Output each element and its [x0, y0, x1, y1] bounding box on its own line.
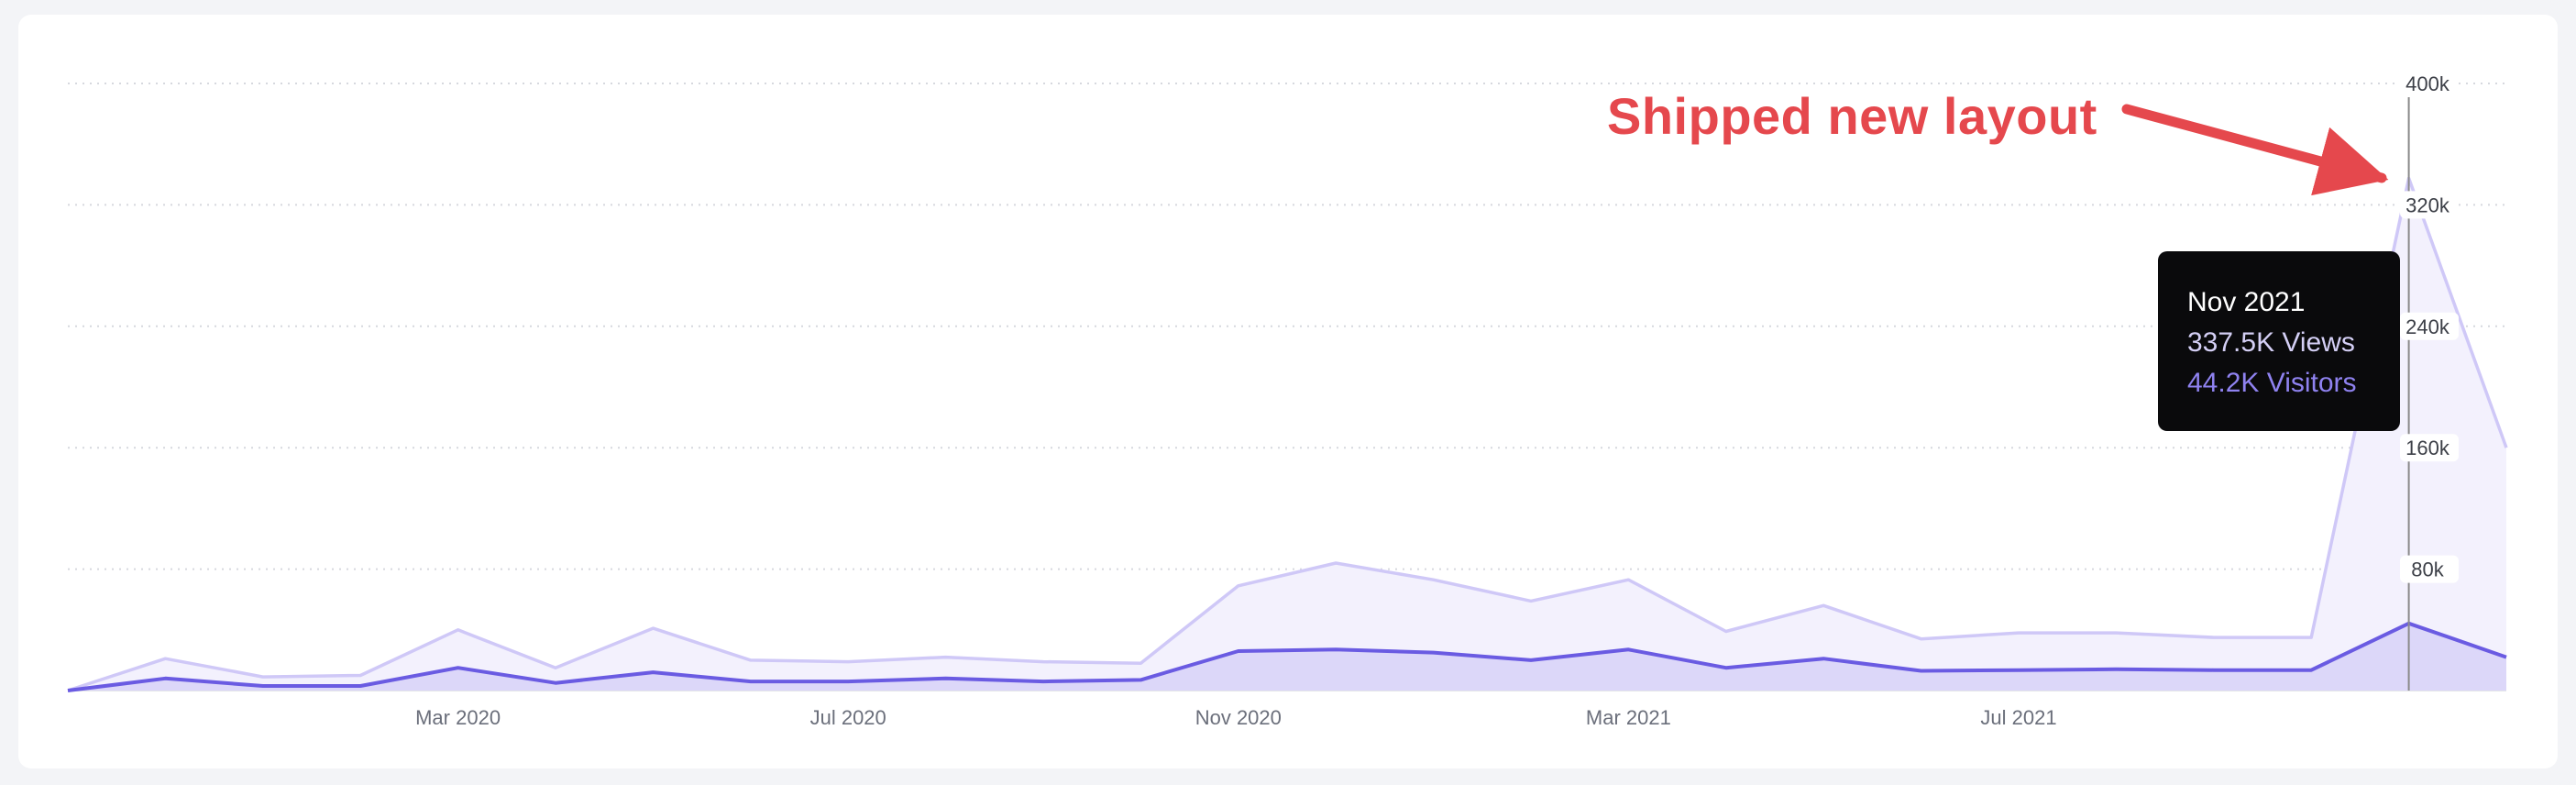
y-tick-label: 400k: [2405, 72, 2450, 95]
y-tick-bg: [2400, 312, 2459, 340]
x-tick-label: Mar 2021: [1586, 706, 1671, 729]
tooltip-visitors: 44.2K Visitors: [2187, 368, 2357, 398]
x-axis-ticks: Mar 2020 Jul 2020 Nov 2020 Mar 2021 Jul 2021: [415, 706, 2056, 729]
x-tick-label: Mar 2020: [415, 706, 501, 729]
tooltip-views: 337.5K Views: [2187, 327, 2355, 358]
x-tick-label: Nov 2020: [1195, 706, 1282, 729]
visitors-area: [68, 623, 2506, 691]
y-tick-bg: [2400, 70, 2459, 97]
annotation-label: Shipped new layout: [1607, 87, 2097, 145]
x-tick-label: Jul 2020: [810, 706, 886, 729]
annotation-arrow: [2121, 104, 2389, 196]
y-tick-label: 80k: [2411, 558, 2444, 581]
chart-card: 80k 160k 240k 320k 400k Mar 2020 Jul 2020 Nov …: [18, 15, 2558, 768]
y-tick-bg: [2400, 434, 2459, 462]
views-area: [68, 178, 2506, 691]
y-tick-bg: [2400, 191, 2459, 219]
hover-tooltip: Nov 2021 337.5K Views 44.2K Visitors: [2158, 251, 2400, 431]
series-lines: [67, 176, 2508, 692]
y-tick-bg: [2400, 555, 2459, 583]
y-axis-ticks: 80k 160k 240k 320k 400k: [2400, 70, 2459, 583]
views-line: [67, 176, 2508, 692]
y-tick-label: 240k: [2405, 315, 2450, 338]
area-chart[interactable]: 80k 160k 240k 320k 400k Mar 2020 Jul 2020 Nov …: [18, 15, 2558, 768]
visitors-line: [67, 621, 2507, 692]
y-tick-label: 160k: [2405, 437, 2450, 459]
tooltip-title: Nov 2021: [2187, 287, 2306, 317]
y-tick-label: 320k: [2405, 193, 2450, 216]
series-areas: [68, 178, 2506, 691]
x-tick-label: Jul 2021: [1980, 706, 2056, 729]
